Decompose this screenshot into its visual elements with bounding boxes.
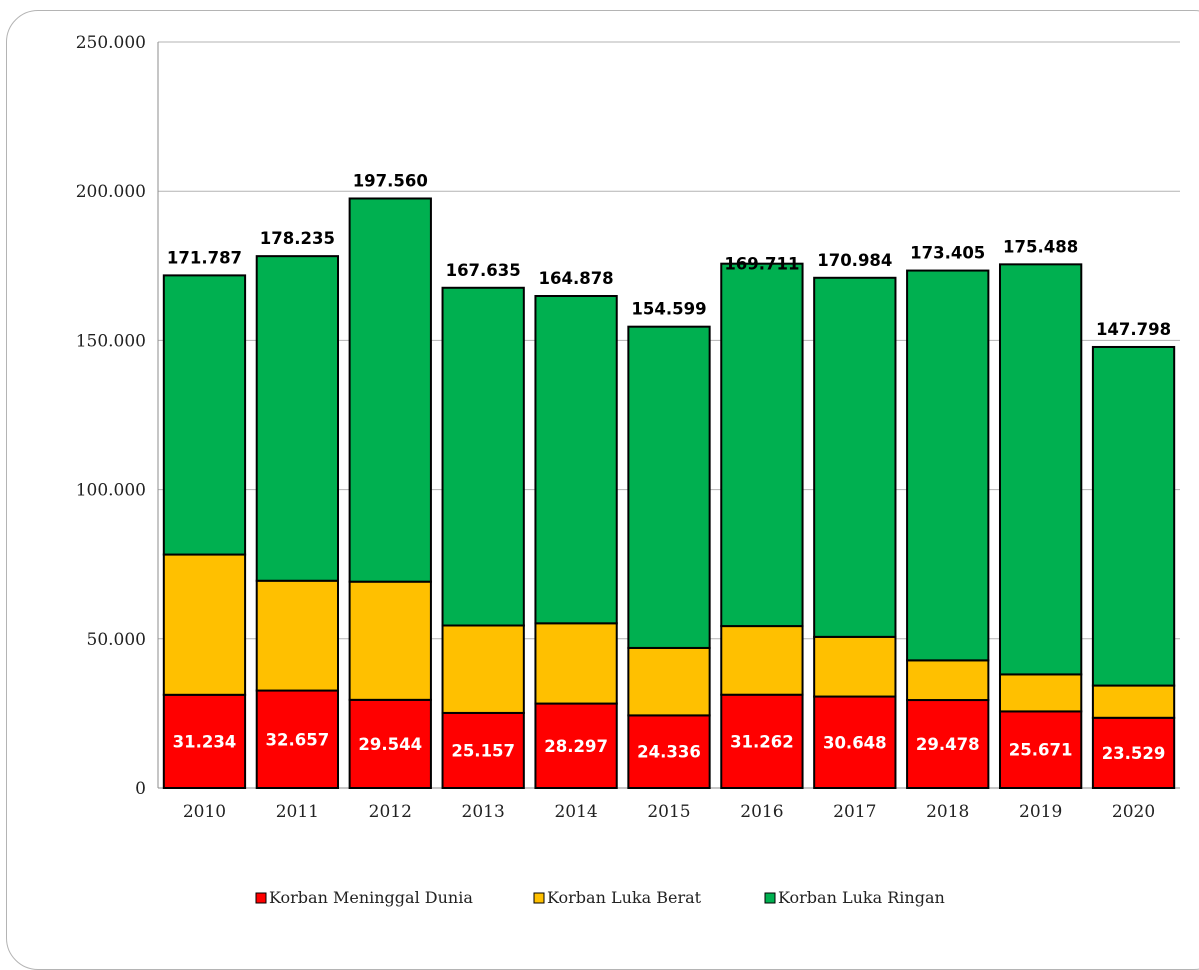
y-tick-label: 200.000 (76, 182, 146, 202)
bar-segment-meninggal (255, 689, 340, 789)
x-tick-label: 2013 (462, 802, 505, 822)
bar-segment-luka-ringan (998, 263, 1083, 676)
bar-segment-luka-berat (441, 624, 525, 714)
bar-segment-luka-berat (720, 625, 804, 696)
bar-segment-luka-ringan (255, 255, 340, 582)
data-label-meninggal: 29.544 (358, 735, 422, 754)
x-tick-label: 2012 (369, 802, 412, 822)
x-tick-label: 2018 (926, 802, 969, 822)
legend-swatch (533, 892, 545, 904)
x-axis-ticks: 2010 2011 2012 2013 2014 2015 2016 2017 2018 2019… (183, 802, 1155, 822)
bar-segment-luka-ringan (441, 286, 525, 627)
data-label-meninggal: 25.157 (451, 741, 515, 760)
bar-segment-luka-berat (348, 580, 432, 701)
data-label-total: 167.635 (446, 261, 521, 280)
bar-segment-meninggal (906, 699, 990, 790)
data-label-meninggal: 23.529 (1102, 744, 1166, 763)
y-tick-label: 150.000 (76, 331, 146, 351)
bar-segment-luka-ringan (906, 269, 990, 662)
y-tick-label: 250.000 (76, 33, 146, 53)
x-tick-label: 2019 (1019, 802, 1062, 822)
bar-segment-luka-berat (998, 673, 1083, 713)
data-label-meninggal: 32.657 (266, 730, 330, 749)
bar-segment-meninggal (813, 695, 897, 790)
y-axis-ticks: 0 50.000 100.000 150.000 200.000 250.000 (76, 33, 146, 799)
x-tick-label: 2020 (1112, 802, 1155, 822)
x-tick-label: 2015 (647, 802, 690, 822)
data-label-meninggal: 31.234 (173, 732, 237, 751)
bar-segment-luka-berat (627, 646, 711, 717)
data-label-total: 170.984 (817, 251, 892, 270)
data-label-total: 197.560 (353, 171, 428, 190)
bar-segment-meninggal (998, 710, 1083, 790)
legend: Korban Meninggal Dunia Korban Luka Berat K… (255, 888, 945, 907)
data-label-meninggal: 25.671 (1009, 741, 1073, 760)
bar-segment-luka-berat (255, 579, 340, 692)
bars: 31.234 171.787 32.657 178.235 29.544 197.560 2… (162, 171, 1176, 790)
bar-segment-luka-ringan (720, 262, 804, 628)
bar-segment-meninggal (534, 702, 618, 790)
data-label-total: 147.798 (1096, 320, 1171, 339)
bar-segment-meninggal (1091, 716, 1176, 790)
data-label-total: 169.711 (724, 255, 799, 274)
legend-swatch (764, 892, 776, 904)
data-label-total: 171.787 (167, 248, 242, 267)
data-label-meninggal: 31.262 (730, 732, 794, 751)
data-label-total: 178.235 (260, 229, 335, 248)
y-tick-label: 50.000 (87, 630, 146, 650)
bar-segment-luka-ringan (813, 276, 897, 638)
data-label-total: 173.405 (910, 244, 985, 263)
bar-segment-luka-berat (1091, 684, 1176, 719)
stacked-bar-chart: 0 50.000 100.000 150.000 200.000 250.000 31.2… (76, 33, 1180, 907)
data-label-meninggal: 30.648 (823, 733, 887, 752)
y-tick-label: 0 (135, 779, 146, 799)
data-label-meninggal: 28.297 (544, 737, 608, 756)
bar-segment-luka-berat (906, 659, 990, 702)
bar-segment-luka-ringan (534, 295, 618, 625)
data-label-total: 164.878 (539, 269, 614, 288)
bar-segment-meninggal (162, 693, 247, 789)
bar-segment-luka-ringan (162, 274, 247, 556)
bar-segment-luka-berat (813, 635, 897, 698)
y-tick-label: 100.000 (76, 481, 146, 501)
data-label-meninggal: 29.478 (916, 735, 980, 754)
legend-label: Korban Luka Ringan (778, 888, 945, 907)
legend-label: Korban Meninggal Dunia (269, 888, 473, 907)
data-label-total: 175.488 (1003, 237, 1078, 256)
legend-label: Korban Luka Berat (547, 888, 702, 907)
bar-segment-luka-berat (534, 622, 618, 705)
x-tick-label: 2014 (554, 802, 597, 822)
data-label-meninggal: 24.336 (637, 743, 701, 762)
bar-segment-meninggal (348, 698, 432, 789)
x-tick-label: 2016 (740, 802, 783, 822)
bar-segment-luka-ringan (348, 197, 432, 583)
x-tick-label: 2010 (183, 802, 226, 822)
x-tick-label: 2017 (833, 802, 876, 822)
bar-segment-luka-berat (162, 553, 247, 696)
bar-segment-luka-ringan (627, 325, 711, 649)
data-label-total: 154.599 (631, 300, 706, 319)
x-tick-label: 2011 (276, 802, 319, 822)
bar-segment-luka-ringan (1091, 345, 1176, 687)
legend-swatch (255, 892, 267, 904)
